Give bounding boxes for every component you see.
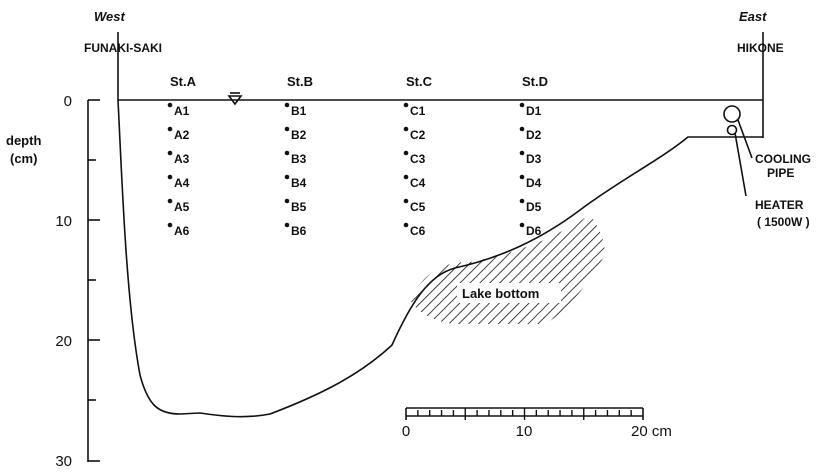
measurement-point-dot	[284, 102, 290, 108]
heater-power-label: ( 1500W )	[757, 215, 810, 229]
heater-label: HEATER	[755, 198, 804, 212]
measurement-point-label: B1	[291, 104, 307, 118]
station-label: St.A	[170, 74, 197, 89]
measurement-point-label: D2	[526, 128, 542, 142]
measurement-point-dot	[403, 126, 409, 132]
measurement-point-label: C6	[410, 224, 426, 238]
measurement-point-dot	[284, 198, 290, 204]
east-label: East	[739, 9, 767, 24]
scale-label-10: 10	[516, 423, 533, 440]
depth-axis-label: depth	[6, 133, 41, 148]
measurement-point-dot	[519, 222, 525, 228]
measurement-point-label: D6	[526, 224, 542, 238]
station-label: St.D	[522, 74, 548, 89]
cooling-pipe-label-2: PIPE	[767, 166, 794, 180]
measurement-point-dot	[167, 222, 173, 228]
west-place-label: FUNAKI-SAKI	[84, 41, 162, 55]
measurement-point-dot	[167, 198, 173, 204]
heater-leader	[734, 132, 747, 197]
lake-bottom-label-bg	[457, 283, 561, 303]
depth-tick-label-20: 20	[55, 333, 72, 350]
measurement-point-label: A6	[174, 224, 190, 238]
scale-label-20: 20 cm	[631, 423, 672, 440]
measurement-point-dot	[403, 102, 409, 108]
measurement-point-label: C4	[410, 176, 426, 190]
measurement-point-dot	[167, 150, 173, 156]
measurement-point-label: D3	[526, 152, 542, 166]
measurement-point-dot	[519, 102, 525, 108]
measurement-point-dot	[403, 222, 409, 228]
measurement-point-dot	[284, 126, 290, 132]
depth-axis-unit: (cm)	[10, 151, 37, 166]
measurement-point-dot	[519, 198, 525, 204]
measurement-point-label: A5	[174, 200, 190, 214]
heater-symbol	[726, 124, 738, 136]
measurement-point-label: A2	[174, 128, 190, 142]
lake-bottom-hatching	[410, 215, 605, 324]
cooling-pipe-leader	[737, 119, 753, 159]
measurement-point-dot	[284, 174, 290, 180]
scale-label-0: 0	[402, 423, 410, 440]
measurement-point-label: C5	[410, 200, 426, 214]
lake-bottom-label: Lake bottom	[462, 286, 539, 301]
cooling-pipe-symbol	[723, 105, 741, 123]
measurement-point-dot	[519, 150, 525, 156]
measurement-point-dot	[284, 222, 290, 228]
stations-layer: St.A A1 A2 A3 A4 A5 A6 St.B B1 B2 B3 B4 B5 B6 St.C C1 C2…	[167, 74, 548, 238]
measurement-point-label: C1	[410, 104, 426, 118]
measurement-point-dot	[403, 198, 409, 204]
measurement-point-dot	[167, 174, 173, 180]
measurement-point-label: D4	[526, 176, 542, 190]
station-label: St.B	[287, 74, 313, 89]
measurement-point-dot	[403, 150, 409, 156]
cooling-pipe-label: COOLING	[755, 152, 811, 166]
depth-tick-label-0: 0	[64, 93, 72, 110]
water-level-marker	[227, 95, 243, 106]
measurement-point-label: B3	[291, 152, 307, 166]
measurement-point-dot	[167, 126, 173, 132]
east-place-label: HIKONE	[737, 41, 784, 55]
measurement-point-label: A3	[174, 152, 190, 166]
depth-tick-label-30: 30	[55, 453, 72, 469]
measurement-point-label: B5	[291, 200, 307, 214]
measurement-point-dot	[284, 150, 290, 156]
measurement-point-dot	[403, 174, 409, 180]
tank-bottom-profile	[117, 99, 763, 418]
measurement-point-label: A4	[174, 176, 190, 190]
measurement-point-dot	[519, 174, 525, 180]
measurement-point-label: D5	[526, 200, 542, 214]
measurement-point-label: D1	[526, 104, 542, 118]
measurement-point-dot	[519, 126, 525, 132]
measurement-point-label: B2	[291, 128, 307, 142]
measurement-point-label: A1	[174, 104, 190, 118]
measurement-point-label: C3	[410, 152, 426, 166]
measurement-point-label: B4	[291, 176, 307, 190]
station-label: St.C	[406, 74, 433, 89]
depth-tick-label-10: 10	[55, 213, 72, 230]
scale-bar-ticks	[417, 408, 632, 420]
measurement-point-label: C2	[410, 128, 426, 142]
west-label: West	[94, 9, 125, 24]
measurement-point-label: B6	[291, 224, 307, 238]
measurement-point-dot	[167, 102, 173, 108]
